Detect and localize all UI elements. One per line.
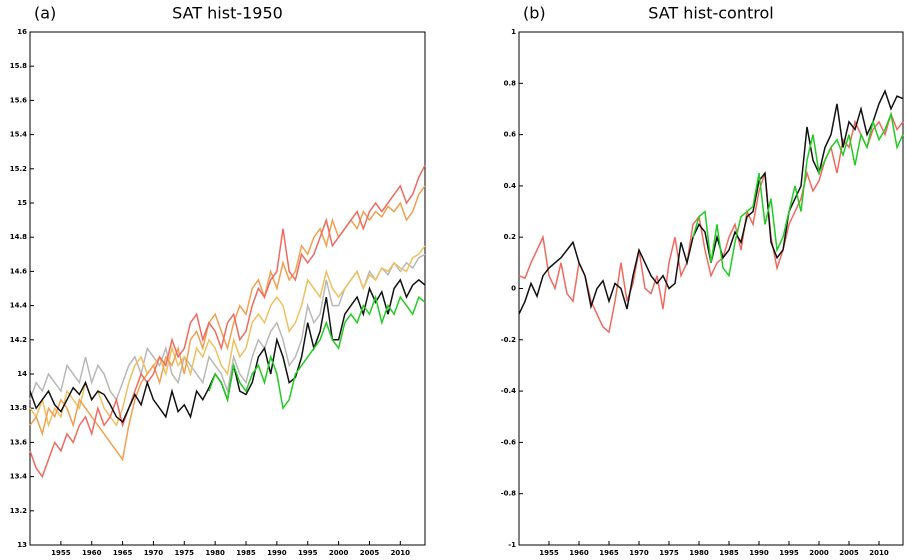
y-tick-label: 13.8 <box>10 404 27 412</box>
chart-title: SAT hist-control <box>648 4 773 23</box>
y-tick-label: 14.4 <box>10 302 27 310</box>
chart-title: SAT hist-1950 <box>172 4 283 23</box>
y-tick-label: 13.2 <box>10 507 27 515</box>
y-tick-label: 13.4 <box>10 473 27 481</box>
x-tick-label: 2005 <box>839 549 859 557</box>
x-tick-label: 1985 <box>719 549 739 557</box>
x-tick-label: 1970 <box>144 549 164 557</box>
y-tick-label: 14.6 <box>10 267 27 275</box>
x-tick-label: 1960 <box>82 549 102 557</box>
panel-label: (a) <box>34 4 56 23</box>
x-tick-label: 1965 <box>599 549 619 557</box>
y-tick-label: 14 <box>17 370 27 378</box>
series-line <box>29 165 426 479</box>
y-tick-label: 14.2 <box>10 336 27 344</box>
x-tick-label: 1970 <box>629 549 649 557</box>
series-line <box>29 253 426 402</box>
series-line <box>29 185 426 462</box>
x-tick-label: 2000 <box>809 549 829 557</box>
y-tick-label: 16 <box>17 28 27 36</box>
y-tick-label: -0.8 <box>501 490 516 498</box>
x-tick-label: 2010 <box>869 549 889 557</box>
y-tick-label: 0 <box>511 285 516 293</box>
x-tick-label: 1965 <box>113 549 133 557</box>
y-tick-label: 0.8 <box>504 79 517 87</box>
y-tick-label: 15.2 <box>10 165 27 173</box>
y-tick-label: 13 <box>17 541 27 549</box>
x-tick-label: 1975 <box>659 549 679 557</box>
series-line <box>208 294 426 411</box>
x-tick-label: 2010 <box>391 549 411 557</box>
x-tick-label: 2000 <box>329 549 349 557</box>
x-tick-label: 1980 <box>689 549 709 557</box>
plot-frame <box>518 31 904 546</box>
plot-frame <box>29 31 426 546</box>
x-tick-label: 1995 <box>779 549 799 557</box>
y-tick-label: 15 <box>17 199 27 207</box>
x-tick-label: 1990 <box>749 549 769 557</box>
y-tick-label: 15.4 <box>10 131 27 139</box>
y-tick-label: 13.6 <box>10 438 27 446</box>
x-tick-label: 1955 <box>539 549 559 557</box>
y-tick-label: 0.4 <box>504 182 517 190</box>
y-tick-label: -0.6 <box>501 438 516 446</box>
y-tick-label: 15.6 <box>10 96 27 104</box>
y-tick-label: -0.2 <box>501 336 516 344</box>
x-tick-label: 1975 <box>175 549 195 557</box>
y-tick-label: 14.8 <box>10 233 27 241</box>
panel-label: (b) <box>523 4 546 23</box>
y-tick-label: -0.4 <box>501 387 516 395</box>
x-tick-label: 1960 <box>569 549 589 557</box>
x-tick-label: 1955 <box>51 549 71 557</box>
x-tick-label: 1985 <box>236 549 256 557</box>
y-tick-label: -1 <box>508 541 516 549</box>
x-tick-label: 1990 <box>267 549 287 557</box>
y-tick-label: 1 <box>511 28 516 36</box>
x-tick-label: 1980 <box>205 549 225 557</box>
x-tick-label: 1995 <box>298 549 318 557</box>
y-tick-label: 0.2 <box>504 233 517 241</box>
series-line <box>692 111 904 278</box>
y-tick-label: 0.6 <box>504 131 517 139</box>
x-tick-label: 2005 <box>360 549 380 557</box>
y-tick-label: 15.8 <box>10 62 27 70</box>
